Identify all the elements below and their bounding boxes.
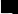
Text: $n_L>n_H$: $n_L>n_H$ (10, 0, 18, 14)
HTS (6, 12, 7, 13)
HTS (5, 12, 6, 13)
Text: $n_H$: $n_H$ (12, 0, 18, 14)
LTS (9, 12, 10, 13)
Text: $n_L$: $n_L$ (14, 0, 18, 14)
